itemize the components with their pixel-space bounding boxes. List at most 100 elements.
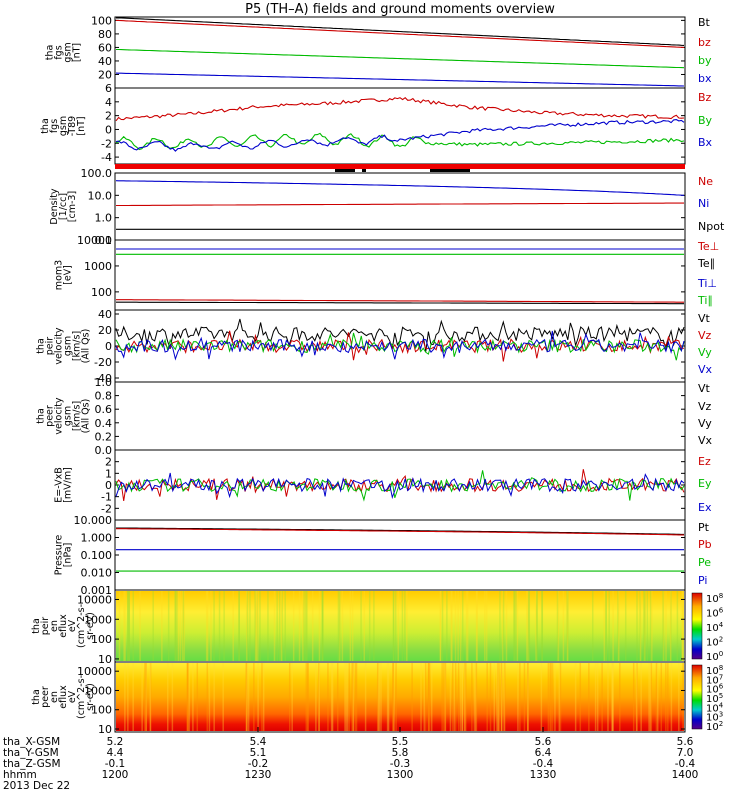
ylabel-line: gsm <box>63 336 74 356</box>
spectrogram-streak <box>338 591 341 661</box>
spectrogram-streak <box>254 591 256 661</box>
ytick-label: 10 <box>98 653 112 666</box>
spectrogram-streak <box>338 591 341 661</box>
spectrogram-streak <box>596 663 599 731</box>
spectrogram-streak <box>513 591 515 661</box>
spectrogram-streak <box>644 591 646 661</box>
spectrogram-streak <box>527 663 529 731</box>
spectrogram-streak <box>424 663 427 731</box>
colorbar-tick-label: 104 <box>706 621 724 634</box>
series-line-by <box>116 48 685 69</box>
ytick-label: 0.0 <box>95 444 113 457</box>
xaxis-tick-label: 1200 <box>102 769 129 781</box>
ylabel-line: (cm^2-s- <box>76 675 87 719</box>
spectrogram-streak <box>360 591 362 661</box>
spectrogram-streak <box>327 663 329 731</box>
spectrogram-streak <box>526 663 529 731</box>
ylabel-line: eflux <box>58 614 69 638</box>
spectrogram-streak <box>474 663 477 731</box>
colorbar-tick-label: 102 <box>706 720 723 733</box>
spectrogram-streak <box>355 663 358 731</box>
panel-frame <box>114 172 686 241</box>
spectrogram-streak <box>144 663 146 731</box>
legend-Bt: Bt <box>698 16 711 29</box>
spectrogram-streak <box>406 591 408 661</box>
xaxis-tick-label: -0.3 <box>390 758 411 770</box>
spectrogram-streak <box>681 591 683 661</box>
spectrogram-streak <box>662 591 665 661</box>
legend-Bz: Bz <box>698 91 712 104</box>
ytick-label: 4 <box>105 96 112 109</box>
spectrogram-streak <box>206 591 209 661</box>
ylabel-line: [nT] <box>72 43 83 62</box>
spectrogram-streak <box>461 663 464 731</box>
spectrogram-streak <box>387 663 390 731</box>
spectrogram-streak <box>124 591 126 661</box>
spectrogram-streak <box>650 663 653 731</box>
spectrogram-streak <box>218 591 221 661</box>
spectrogram-streak <box>321 591 324 661</box>
spectrogram-streak <box>501 591 504 661</box>
spectrogram-streak <box>449 663 452 731</box>
series-line-Pt <box>116 527 684 535</box>
spectrogram-image <box>116 663 684 731</box>
spectrogram-streak <box>454 591 457 661</box>
spectrogram-streak <box>535 591 537 661</box>
spectrogram-streak <box>149 663 152 731</box>
series-line-Ex <box>115 472 685 500</box>
spectrogram-streak <box>261 663 263 731</box>
spectrogram-streak <box>662 591 664 661</box>
spectrogram-streak <box>639 591 641 661</box>
ytick-label: 0.001 <box>81 584 113 597</box>
legend-Ex: Ex <box>698 501 712 514</box>
spectrogram-streak <box>497 663 499 731</box>
spectrogram-streak <box>557 591 560 661</box>
panel-temp: 10000 1000 100 mom3[eV] Te⊥ Te∥ Ti⊥ Ti∥ <box>54 234 719 311</box>
spectrogram-streak <box>617 591 619 661</box>
xaxis-tick-label: 5.2 <box>107 736 124 748</box>
legend-Ti⊥: Ti⊥ <box>697 277 717 290</box>
panel-peir_vel: 40 20 0 -20 -40 thapeirvelocitygsm[km/s](All … <box>36 308 713 385</box>
spectrogram-streak <box>344 663 346 731</box>
spectrogram-streak <box>536 591 538 661</box>
spectrogram-streak <box>161 591 163 661</box>
spectrogram-streak <box>284 591 286 661</box>
ytick-label: -1 <box>101 491 112 504</box>
spectrogram-streak <box>354 663 357 731</box>
legend-Bx: Bx <box>698 136 713 149</box>
spectrogram-streak <box>656 663 659 731</box>
spectrogram-streak <box>397 591 399 661</box>
spectrogram-streak <box>611 663 613 731</box>
spectrogram-streak <box>423 663 426 731</box>
xaxis-tick-label: 7.0 <box>677 747 694 759</box>
spectrogram-streak <box>566 591 569 661</box>
spectrogram-streak <box>307 663 309 731</box>
spectrogram-streak <box>485 591 488 661</box>
panel-efield: 210-1-2 E=-VxB[mV/m] Ez Ey Ex <box>54 449 712 521</box>
spectrogram-streak <box>451 591 453 661</box>
date-label: 2013 Dec 22 <box>3 780 70 792</box>
spectrogram-streak <box>167 663 169 731</box>
spectrogram-streak <box>393 591 395 661</box>
spectrogram-streak <box>127 591 129 661</box>
ylabel-line: peer <box>45 405 56 427</box>
spectrogram-streak <box>493 663 496 731</box>
spectrogram-streak <box>444 663 447 731</box>
spectrogram-streak <box>267 591 269 661</box>
spectrogram-streak <box>541 591 543 661</box>
spectrogram-streak <box>311 591 314 661</box>
spectrogram-streak <box>392 663 394 731</box>
spectrogram-streak <box>331 663 334 731</box>
spectrogram-streak <box>527 663 529 731</box>
spectrogram-streak <box>196 663 199 731</box>
spectrogram-streak <box>259 591 261 661</box>
page-title: P5 (TH–A) fields and ground moments over… <box>245 2 555 17</box>
ytick-label: 2 <box>105 110 112 123</box>
spectrogram-streak <box>513 591 516 661</box>
spectrogram-streak <box>612 591 614 661</box>
ytick-label: 1000 <box>84 613 112 626</box>
ytick-label: 10000 <box>77 665 112 678</box>
legend-Vy: Vy <box>698 417 712 430</box>
spectrogram-streak <box>461 663 463 731</box>
